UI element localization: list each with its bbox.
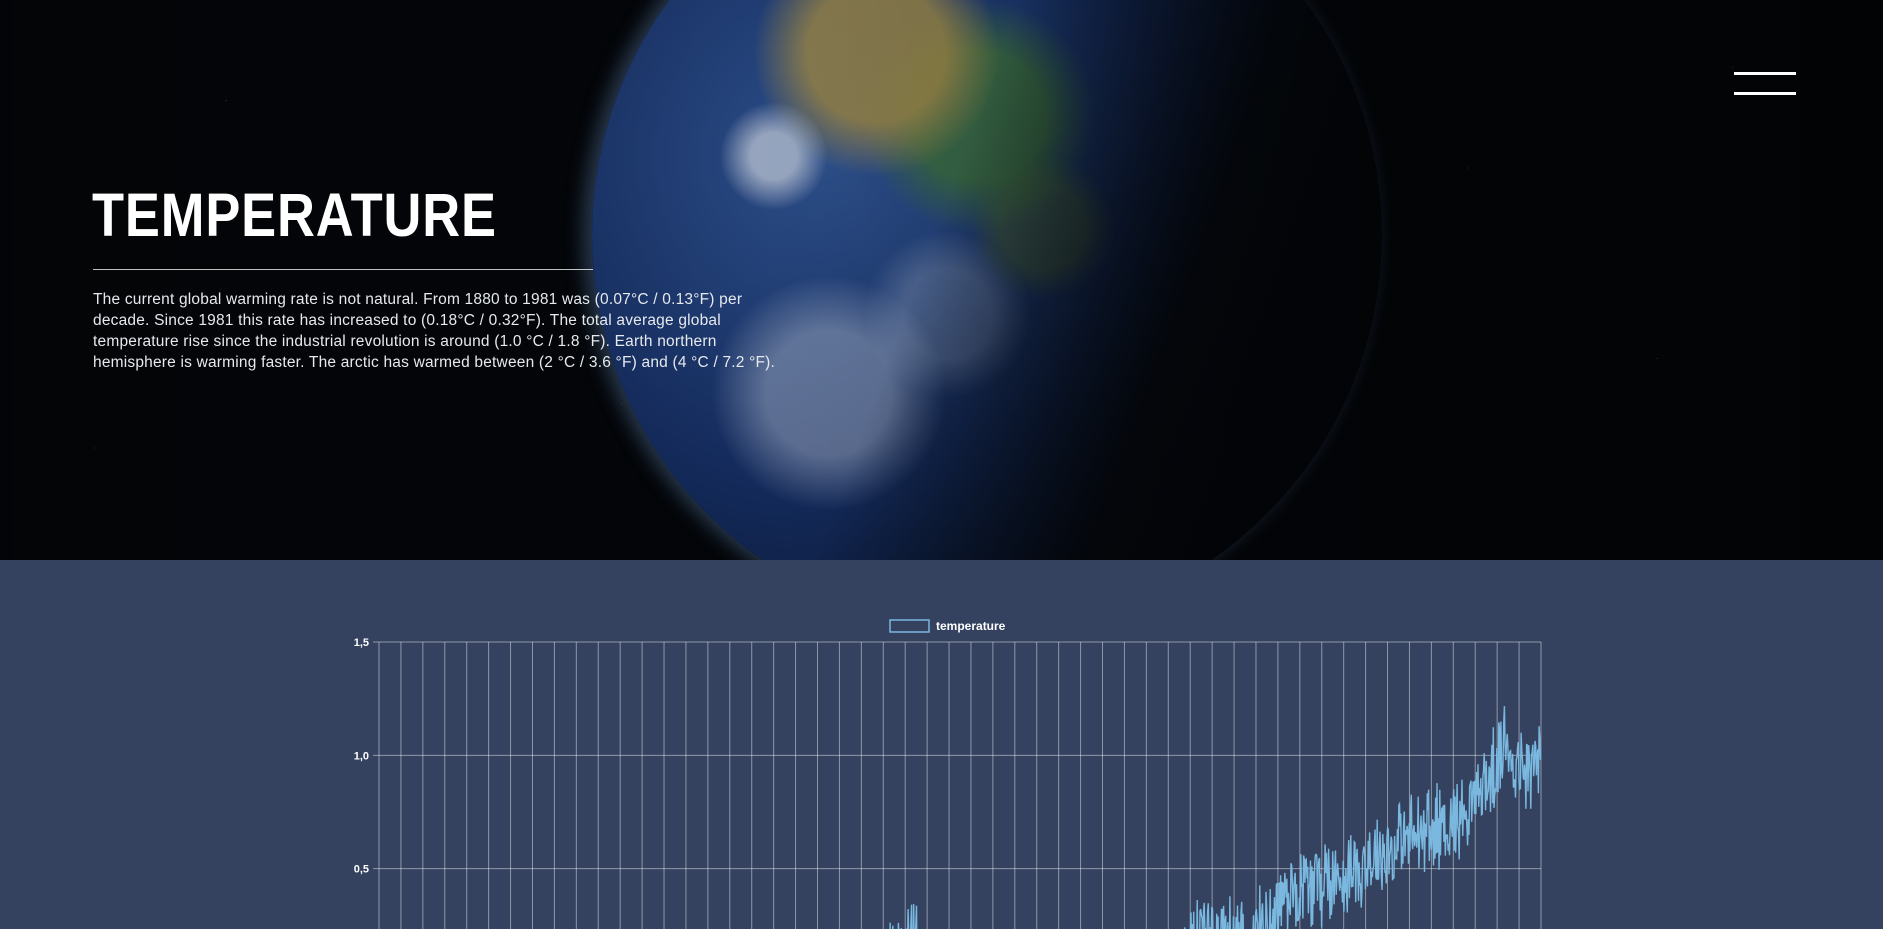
menu-bar-bottom [1734, 92, 1796, 95]
hamburger-menu-icon[interactable] [1734, 70, 1796, 98]
intro-text: The current global warming rate is not n… [93, 291, 776, 371]
y-tick-label: 1,5 [354, 637, 369, 649]
chart-section: 1,5 1,0 0,5 temperature [0, 560, 1883, 929]
y-tick-label: 0,5 [354, 864, 369, 876]
legend-swatch [889, 619, 930, 633]
temperature-series-line [889, 706, 1542, 929]
y-tick-label: 1,0 [354, 750, 369, 762]
page-title: TEMPERATURE [92, 181, 497, 249]
legend-label: temperature [936, 619, 1006, 633]
hero-section: TEMPERATURE The current global warming r… [0, 0, 1883, 560]
earth-shadow [592, 0, 1382, 560]
temperature-chart: 1,5 1,0 0,5 temperature [354, 619, 1542, 929]
menu-bar-top [1734, 72, 1796, 75]
hero-overlay [0, 0, 1883, 560]
title-divider [93, 269, 593, 270]
